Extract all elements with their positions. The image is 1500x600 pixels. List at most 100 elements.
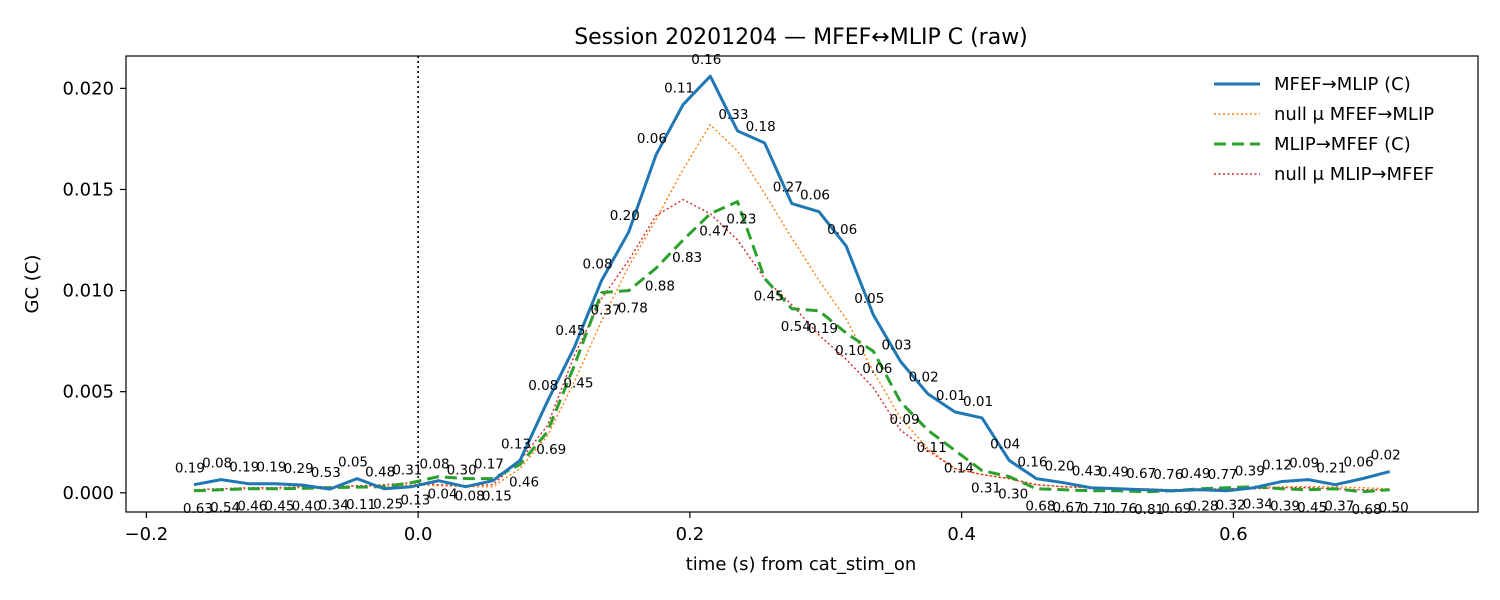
p-label-forward: 0.08: [583, 256, 613, 272]
legend: MFEF→MLIP (C) null μ MFEF→MLIP MLIP→MFEF (…: [1214, 74, 1434, 185]
p-label-reverse: 0.54: [781, 319, 811, 335]
series-line-0: [193, 74, 1391, 493]
p-label-forward: 0.43: [1072, 464, 1102, 480]
p-label-forward: 0.13: [501, 436, 531, 452]
p-label-reverse: 0.50: [1379, 500, 1409, 516]
p-label-forward: 0.09: [1289, 456, 1319, 472]
p-label-reverse: 0.69: [536, 442, 566, 458]
p-label-reverse: 0.45: [563, 375, 593, 391]
p-label-reverse: 0.25: [373, 497, 403, 513]
p-label-forward: 0.03: [881, 337, 911, 353]
p-label-forward: 0.06: [1343, 455, 1373, 471]
x-axis-title: time (s) from cat_stim_on: [686, 554, 917, 575]
p-label-reverse: 0.67: [1053, 500, 1083, 516]
p-label-reverse: 0.31: [971, 481, 1001, 497]
p-label-forward: 0.04: [990, 436, 1020, 452]
p-label-reverse: 0.78: [618, 301, 648, 317]
p-label-forward: 0.27: [773, 180, 803, 196]
p-label-reverse: 0.37: [1324, 499, 1354, 515]
p-label-reverse: 0.09: [889, 412, 919, 428]
p-label-forward: 0.19: [256, 460, 286, 476]
p-label-forward: 0.45: [555, 323, 585, 339]
p-label-forward: 0.76: [1153, 467, 1183, 483]
y-tick-label: 0.020: [62, 78, 114, 99]
p-label-forward: 0.08: [419, 457, 449, 473]
p-label-reverse: 0.28: [1188, 499, 1218, 515]
p-label-forward: 0.53: [311, 465, 341, 481]
p-label-forward: 0.08: [202, 456, 232, 472]
p-label-forward: 0.06: [827, 222, 857, 238]
plot-frame: [125, 55, 1479, 513]
p-label-forward: 0.20: [1045, 459, 1075, 475]
p-label-reverse: 0.46: [237, 499, 267, 515]
p-label-forward: 0.08: [528, 378, 558, 394]
p-label-reverse: 0.32: [1216, 498, 1246, 514]
p-value-label-layer: 0.190.080.190.190.290.530.050.480.310.08…: [175, 52, 1409, 518]
y-axis-ticks: 0.000 0.005 0.010 0.015 0.020: [62, 78, 126, 504]
p-label-forward: 0.16: [691, 52, 721, 68]
p-label-forward: 0.01: [963, 394, 993, 410]
p-label-reverse: 0.11: [346, 497, 376, 513]
p-label-forward: 0.31: [392, 463, 422, 479]
p-label-reverse: 0.47: [699, 224, 729, 240]
p-label-reverse: 0.81: [1134, 502, 1164, 518]
p-label-reverse: 0.23: [726, 212, 756, 228]
p-label-reverse: 0.04: [427, 487, 457, 503]
x-tick-label: 0.6: [1219, 524, 1248, 545]
p-label-forward: 0.06: [800, 188, 830, 204]
p-label-reverse: 0.08: [455, 489, 485, 505]
y-tick-label: 0.015: [62, 179, 114, 200]
p-label-reverse: 0.39: [1270, 499, 1300, 515]
p-label-reverse: 0.14: [944, 460, 974, 476]
p-label-reverse: 0.06: [862, 361, 892, 377]
p-label-reverse: 0.45: [754, 288, 784, 304]
x-axis-ticks: −0.2 0.0 0.2 0.4 0.6: [125, 512, 1248, 545]
p-label-forward: 0.21: [1316, 461, 1346, 477]
p-label-reverse: 0.88: [645, 278, 675, 294]
y-tick-label: 0.010: [62, 281, 114, 302]
p-label-forward: 0.17: [474, 457, 504, 473]
p-label-forward: 0.20: [610, 208, 640, 224]
p-label-forward: 0.05: [854, 291, 884, 307]
p-label-reverse: 0.10: [835, 343, 865, 359]
p-label-reverse: 0.45: [1297, 500, 1327, 516]
p-label-forward: 0.05: [338, 455, 368, 471]
p-label-reverse: 0.40: [292, 498, 322, 514]
series-line-3: [193, 198, 1390, 492]
x-tick-label: −0.2: [125, 524, 169, 545]
p-label-forward: 0.11: [664, 81, 694, 97]
p-label-reverse: 0.68: [1351, 502, 1381, 518]
x-tick-label: 0.0: [404, 524, 433, 545]
p-label-reverse: 0.54: [210, 500, 240, 516]
p-label-forward: 0.49: [1180, 466, 1210, 482]
p-label-reverse: 0.13: [400, 493, 430, 509]
p-label-forward: 0.16: [1017, 455, 1047, 471]
p-label-reverse: 0.34: [319, 498, 349, 514]
p-label-reverse: 0.37: [591, 303, 621, 319]
y-tick-label: 0.005: [62, 382, 114, 403]
p-label-forward: 0.29: [284, 461, 314, 477]
p-label-forward: 0.48: [365, 465, 395, 481]
p-label-forward: 0.19: [175, 461, 205, 477]
p-label-reverse: 0.11: [917, 440, 947, 456]
p-label-forward: 0.67: [1126, 466, 1156, 482]
legend-label-0: MFEF→MLIP (C): [1274, 74, 1411, 95]
p-label-forward: 0.06: [637, 131, 667, 147]
x-tick-label: 0.2: [676, 524, 705, 545]
p-label-reverse: 0.46: [509, 474, 539, 490]
p-label-reverse: 0.19: [808, 321, 838, 337]
p-label-forward: 0.19: [229, 460, 259, 476]
plot-area: −0.2 0.0 0.2 0.4 0.6 0.0000.0050.0100.0150.0…: [62, 52, 1479, 545]
legend-label-2: MLIP→MFEF (C): [1274, 134, 1411, 155]
p-label-reverse: 0.45: [264, 499, 294, 515]
p-label-reverse: 0.83: [672, 250, 702, 266]
series-layer: [193, 74, 1391, 494]
p-label-forward: 0.18: [746, 119, 776, 135]
p-label-forward: 0.02: [1371, 448, 1401, 464]
p-label-forward: 0.33: [718, 107, 748, 123]
legend-label-1: null μ MFEF→MLIP: [1274, 104, 1434, 125]
p-label-reverse: 0.68: [1025, 499, 1055, 515]
y-axis-title: GC (C): [22, 255, 43, 314]
